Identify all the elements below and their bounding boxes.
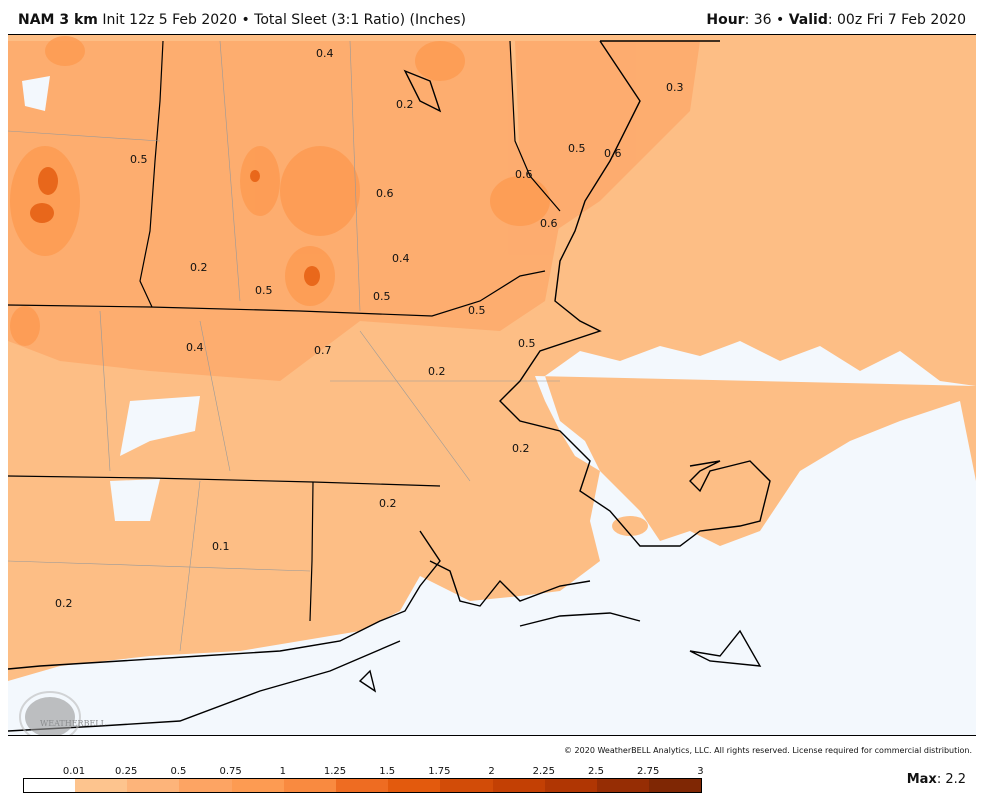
contour-label: 0.4 — [392, 252, 410, 265]
precip-patches — [590, 386, 895, 536]
state-borders — [8, 40, 561, 622]
model-name: NAM 3 km — [18, 12, 98, 28]
shading-0.5 — [8, 41, 700, 381]
legend-swatch — [388, 779, 441, 792]
copyright-notice: © 2020 WeatherBELL Analytics, LLC. All r… — [564, 746, 972, 755]
sleet-map: 0.4 0.2 0.3 0.5 0.5 0.6 0.6 0.6 0.6 0.2 … — [8, 34, 976, 736]
shading-1.25 — [30, 167, 320, 286]
contour-label: 0.4 — [186, 341, 204, 354]
map-description: Init 12z 5 Feb 2020 • Total Sleet (3:1 R… — [102, 12, 466, 28]
contour-label: 0.3 — [666, 81, 684, 94]
white-holes — [22, 76, 200, 521]
hour-value: : 36 • — [744, 12, 789, 28]
max-number: : 2.2 — [936, 772, 966, 787]
legend-tick-label: 1.5 — [379, 766, 396, 777]
weatherbell-logo: WEATHERBELL — [19, 691, 107, 735]
contour-label: 0.5 — [568, 142, 586, 155]
legend-tick-label: 3 — [697, 766, 704, 777]
shading-0.75 — [10, 36, 550, 346]
legend-swatch — [283, 779, 336, 792]
contour-label: 0.6 — [376, 187, 394, 200]
svg-text:WEATHERBELL: WEATHERBELL — [40, 719, 107, 728]
legend-tick-label: 2.75 — [637, 766, 660, 777]
legend-swatch — [649, 779, 702, 792]
contour-label: 0.5 — [468, 304, 486, 317]
contour-label: 0.2 — [190, 261, 208, 274]
coastline — [8, 40, 771, 732]
legend-tick-label: 0.01 — [62, 766, 86, 777]
contour-label: 0.2 — [428, 365, 446, 378]
legend-swatch — [127, 779, 180, 792]
legend-swatch — [231, 779, 284, 792]
contour-label: 0.5 — [130, 153, 148, 166]
valid-time: Hour: 36 • Valid: 00z Fri 7 Feb 2020 — [706, 12, 966, 28]
legend-tick-label: 2.25 — [532, 766, 555, 777]
legend-tick-label: 1.25 — [323, 766, 347, 777]
valid-label: Valid — [788, 12, 828, 28]
contour-label: 0.2 — [379, 497, 397, 510]
county-lines — [8, 40, 560, 652]
contour-label: 0.2 — [396, 98, 414, 111]
contour-label: 0.5 — [373, 290, 391, 303]
legend-swatch — [492, 779, 545, 792]
contour-label: 0.7 — [314, 344, 332, 357]
max-value: Max: 2.2 — [907, 772, 966, 787]
valid-value: : 00z Fri 7 Feb 2020 — [827, 12, 966, 28]
legend-tick-label: 2 — [488, 766, 495, 777]
contour-label: 0.6 — [515, 168, 533, 181]
legend-swatch — [24, 779, 75, 792]
contour-label: 0.6 — [540, 217, 558, 230]
no-precip-area — [8, 341, 976, 735]
contour-label: 0.6 — [604, 147, 622, 160]
legend-tick-label: 2.5 — [588, 766, 604, 777]
legend-tick-label: 0.5 — [170, 766, 187, 777]
legend-swatch — [335, 779, 389, 792]
contour-label: 0.1 — [212, 540, 230, 553]
max-label: Max — [906, 772, 937, 787]
legend-ticks: 0.01 0.25 0.5 0.75 1 1.25 1.5 1.75 2 2.25 2.5 2.75 3 — [23, 766, 723, 778]
legend-swatch — [596, 779, 650, 792]
legend-tick-label: 1.75 — [428, 766, 451, 777]
legend-tick-label: 0.25 — [115, 766, 138, 777]
legend-tick-label: 0.75 — [219, 766, 242, 777]
contour-label: 0.4 — [316, 47, 334, 60]
legend-swatch — [440, 779, 493, 792]
map-title: NAM 3 km Init 12z 5 Feb 2020 • Total Sle… — [18, 12, 466, 28]
legend-swatch — [75, 779, 128, 792]
hour-label: Hour — [706, 12, 745, 28]
legend-colorbar — [23, 778, 703, 793]
contour-labels: 0.4 0.2 0.3 0.5 0.5 0.6 0.6 0.6 0.6 0.2 … — [55, 47, 684, 610]
contour-label: 0.5 — [255, 284, 273, 297]
contour-label: 0.5 — [518, 337, 536, 350]
legend-swatch — [544, 779, 597, 792]
legend-swatch — [179, 779, 232, 792]
legend-tick-label: 1 — [279, 766, 286, 777]
contour-label: 0.2 — [55, 597, 73, 610]
contour-label: 0.2 — [512, 442, 530, 455]
